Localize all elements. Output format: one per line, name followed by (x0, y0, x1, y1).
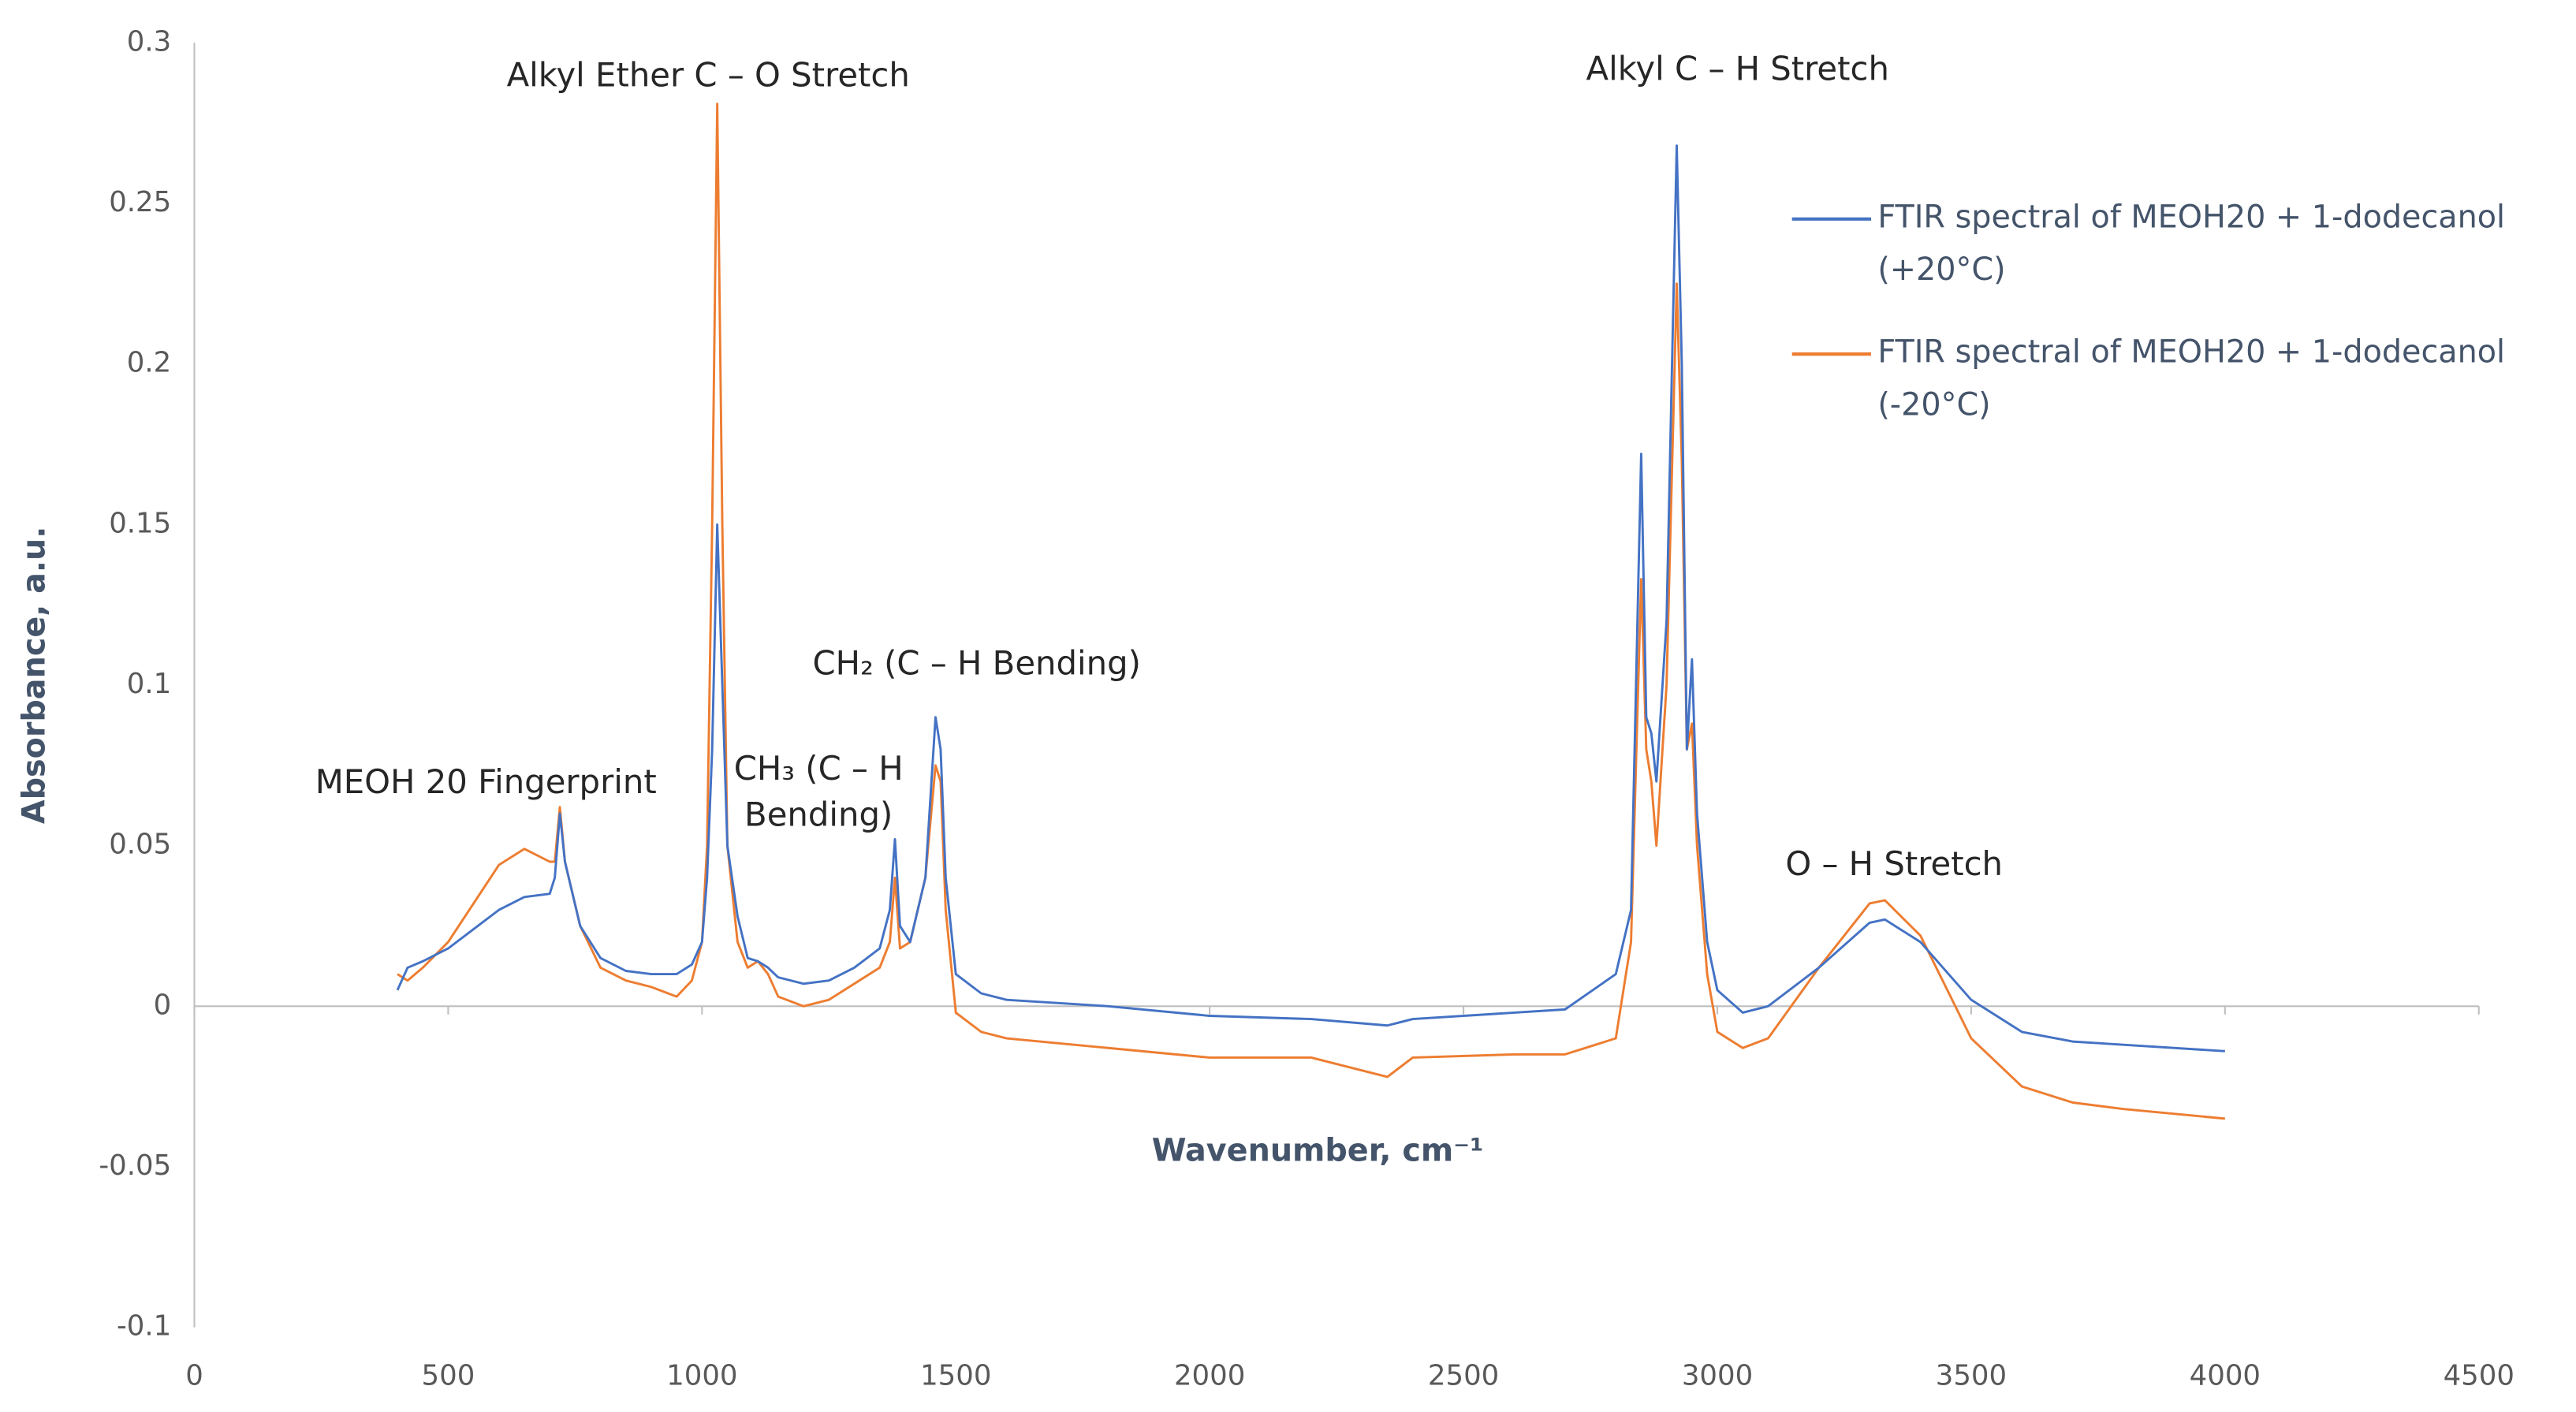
y-axis-label: Absorbance, a.u. (16, 527, 52, 824)
annotation: CH₃ (C – H (734, 749, 904, 788)
annotation: CH₂ (C – H Bending) (813, 643, 1141, 682)
annotation: O – H Stretch (1785, 844, 2003, 883)
annotation: MEOH 20 Fingerprint (315, 762, 657, 801)
x-tick-label: 1500 (920, 1359, 991, 1392)
x-tick-label: 500 (422, 1359, 475, 1392)
x-tick-label: 2000 (1174, 1359, 1245, 1392)
series-line (397, 102, 2225, 1120)
y-tick-label: 0.15 (109, 507, 171, 539)
y-tick-label: 0.2 (127, 347, 171, 379)
annotation: Alkyl Ether C – O Stretch (507, 56, 910, 95)
y-tick-label: 0.05 (109, 829, 171, 861)
x-tick-label: 3000 (1682, 1359, 1753, 1392)
x-tick-label: 4500 (2444, 1359, 2514, 1392)
y-tick-label: 0.3 (127, 25, 171, 58)
legend-label: FTIR spectral of MEOH20 + 1-dodecanol (-… (1877, 334, 2506, 423)
y-tick-label: -0.05 (99, 1149, 171, 1182)
x-tick-label: 3500 (1936, 1359, 2007, 1392)
x-tick-label: 4000 (2190, 1359, 2261, 1392)
legend-entry: FTIR spectral of MEOH20 + 1-dodecanol (-… (1877, 334, 2506, 423)
legend-label: FTIR spectral of MEOH20 + 1-dodecanol (+… (1877, 199, 2506, 289)
x-tick-label: 1000 (666, 1359, 737, 1392)
annotation: Alkyl C – H Stretch (1586, 49, 1889, 88)
y-tick-label: 0.1 (127, 668, 171, 700)
x-axis-label: Wavenumber, cm⁻¹ (1152, 1133, 1484, 1169)
x-tick-label: 0 (185, 1359, 203, 1392)
y-tick-label: 0 (154, 989, 172, 1021)
annotation: Bending) (744, 795, 893, 834)
y-tick-label: 0.25 (109, 186, 171, 218)
series-line (396, 144, 2225, 1052)
y-tick-label: -0.1 (117, 1310, 171, 1343)
x-tick-label: 2500 (1428, 1359, 1499, 1392)
legend-entry: FTIR spectral of MEOH20 + 1-dodecanol (+… (1877, 199, 2506, 289)
